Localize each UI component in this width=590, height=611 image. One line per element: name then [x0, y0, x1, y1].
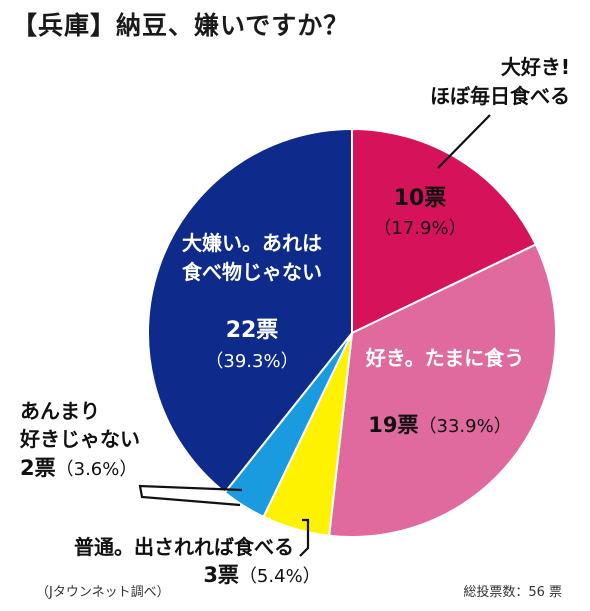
chart-title: 【兵庫】納豆、嫌いですか？ — [12, 11, 350, 40]
slice-3-percent: （5.4%） — [239, 566, 321, 587]
slice-5-label-line-2: 食べ物じゃない — [182, 260, 322, 284]
slice-5-votes: 22票 — [226, 318, 279, 343]
slice-4-percent: （3.6%） — [56, 459, 138, 480]
leader-line-slice-1 — [437, 114, 491, 169]
slice-5-percent: （39.3%） — [205, 351, 298, 372]
pie-slice-2 — [328, 243, 557, 538]
source-note: （Jタウンネット調べ） — [36, 585, 170, 600]
slice-3-value-line: 3票（5.4%） — [203, 563, 320, 587]
total-votes: 総投票数：56 票 — [463, 585, 562, 600]
pie-slice-5 — [147, 127, 353, 494]
slice-1-votes: 10票 — [394, 186, 447, 211]
slice-2-value-line: 19票（33.9%） — [368, 413, 511, 437]
leader-line-slice-4 — [138, 484, 243, 507]
leader-line-slice-3 — [299, 518, 310, 557]
slice-2-label-line-1: 好き。たまに食う — [365, 346, 524, 370]
slice-2-percent: （33.9%） — [419, 416, 512, 437]
pie-slice-1 — [351, 127, 538, 335]
slice-5-label-line-1: 大嫌い。あれは — [182, 231, 322, 255]
slice-4-label-line-1: あんまり — [20, 399, 100, 423]
slice-4-value-line: 2票（3.6%） — [20, 456, 137, 480]
slice-2-votes: 19票 — [368, 413, 418, 437]
slice-3-votes: 3票 — [203, 563, 239, 587]
slice-4-votes: 2票 — [20, 456, 56, 480]
slice-3-label-line-1: 普通。出されれば食べる — [74, 535, 294, 559]
slice-1-label-line-1: 大好き! — [501, 55, 570, 79]
slice-1-percent: （17.9%） — [373, 218, 466, 239]
slice-1-label-line-2: ほぼ毎日食べる — [430, 84, 570, 108]
slice-4-label-line-2: 好きじゃない — [19, 427, 140, 451]
